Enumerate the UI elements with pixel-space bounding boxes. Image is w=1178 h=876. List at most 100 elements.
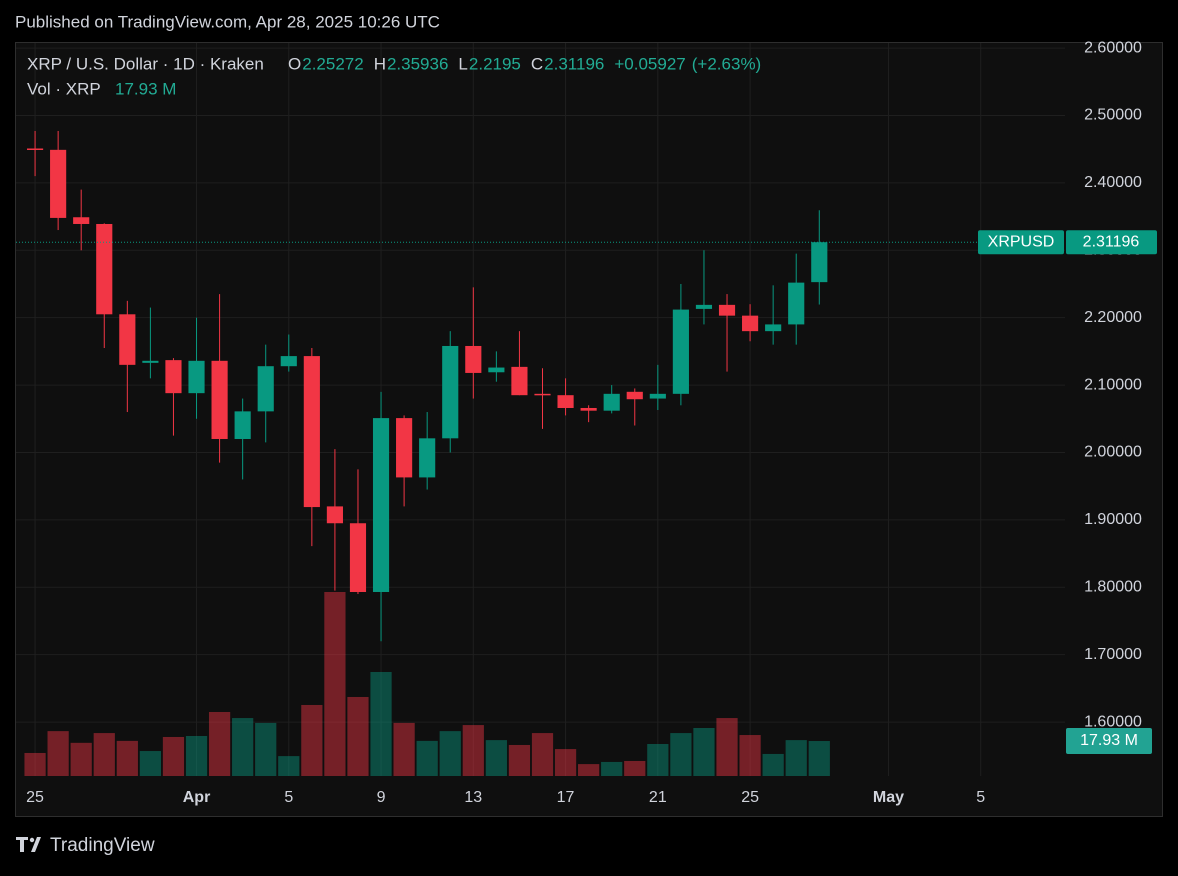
volume-bar [739,735,761,776]
candle-body [188,360,205,394]
candle-body [465,345,482,373]
candle-body [50,149,67,218]
y-tick-label: 2.10000 [1084,376,1142,393]
volume-bar [762,753,784,776]
volume-bar [370,672,392,776]
candle-body [303,356,320,508]
candle-body [580,407,597,411]
change-pct: (+2.63%) [692,54,761,73]
candle-body [603,393,620,411]
volume-bar [139,751,162,776]
candle-body [326,506,343,524]
y-tick-label: 2.60000 [1084,39,1142,56]
candle-body [442,345,459,439]
candle-body [788,282,805,325]
candle-body [234,411,251,439]
candle-body [396,418,413,478]
candle-body [280,356,297,367]
ohlc-label: H [374,54,386,73]
volume-bar [647,744,669,776]
volume-bar [185,736,208,776]
volume-bar [393,722,415,776]
candle-body [811,242,828,283]
x-tick-label: 9 [377,789,386,806]
chart-frame [15,42,1163,817]
volume-bar [116,740,138,776]
volume-bar [47,731,69,776]
volume-bar [24,752,46,776]
x-tick-label: 13 [464,789,482,806]
volume-bar [232,718,254,776]
brand: TradingView [16,835,155,856]
y-tick-label: 1.60000 [1084,713,1142,730]
candle-body [511,366,528,396]
volume-title: Vol · XRP [27,79,101,98]
ohlc-value: 2.35936 [387,54,448,73]
candle-body [649,393,666,399]
x-tick-label: 25 [741,789,759,806]
volume-bar [693,728,715,776]
volume-bar [578,764,600,776]
candle-body [165,360,182,394]
x-tick-label: Apr [183,789,211,806]
volume-tag [1066,728,1152,755]
candle-body [142,360,159,363]
candle-body [534,393,551,396]
legend: XRP / U.S. Dollar · 1D · Kraken Vol · XR… [27,54,761,98]
brand-name: TradingView [50,835,155,856]
candle-body [372,418,390,592]
y-tick-label: 1.70000 [1084,646,1142,663]
candle-body [419,438,436,478]
x-tick-label: 21 [649,789,667,806]
candle-body [765,324,782,332]
volume-bar [162,736,185,776]
volume-bar [255,722,277,776]
volume-bar [416,740,438,776]
volume-bar [301,704,323,776]
price-tag [1066,230,1157,255]
volume-bar [531,733,554,776]
y-tick-label: 2.40000 [1084,174,1142,191]
axes: 1.60000 1.70000 1.80000 1.90000 2.00000 2.100… [26,39,1157,806]
candle-body [557,395,574,408]
volume-bar [716,718,738,776]
candle-body [718,304,736,316]
ticker-tag-label: XRPUSD [988,233,1055,250]
y-tick-label: 2.50000 [1084,107,1142,124]
candle-body [349,523,367,592]
volume-bar [439,731,461,776]
y-tick-label: 2.20000 [1084,309,1142,326]
plot-area [16,130,1065,776]
y-tick-label: 1.80000 [1084,578,1142,595]
candle-body [742,315,759,332]
candle-body [73,217,90,224]
volume-bar [601,761,623,776]
candle-body [119,314,136,365]
volume-bar [554,749,577,776]
ohlc-label: L [458,54,467,73]
candle-body [26,148,44,150]
candle-body [672,309,689,394]
ticker-tag [978,230,1064,255]
volume-bar [785,740,807,776]
x-tick-label: 25 [26,789,44,806]
candle-body [488,367,505,373]
candle-body [211,360,228,439]
symbol-title: XRP / U.S. Dollar · 1D · Kraken [27,54,264,73]
brand-logo-dot [29,837,35,843]
ohlc-value: 2.25272 [302,54,363,73]
price-tag-label: 2.31196 [1083,233,1140,250]
brand-logo [16,837,41,852]
candle-body [695,304,713,309]
volume-bar [93,733,115,776]
volume-bar [485,740,507,776]
volume-value: 17.93 M [115,79,176,98]
y-tick-label: 2.00000 [1084,444,1142,461]
x-tick-label: 5 [976,789,985,806]
volume-bar [624,760,646,776]
candle-body [257,366,274,412]
candle-body [96,223,113,315]
ohlc-value: 2.31196 [544,54,604,73]
